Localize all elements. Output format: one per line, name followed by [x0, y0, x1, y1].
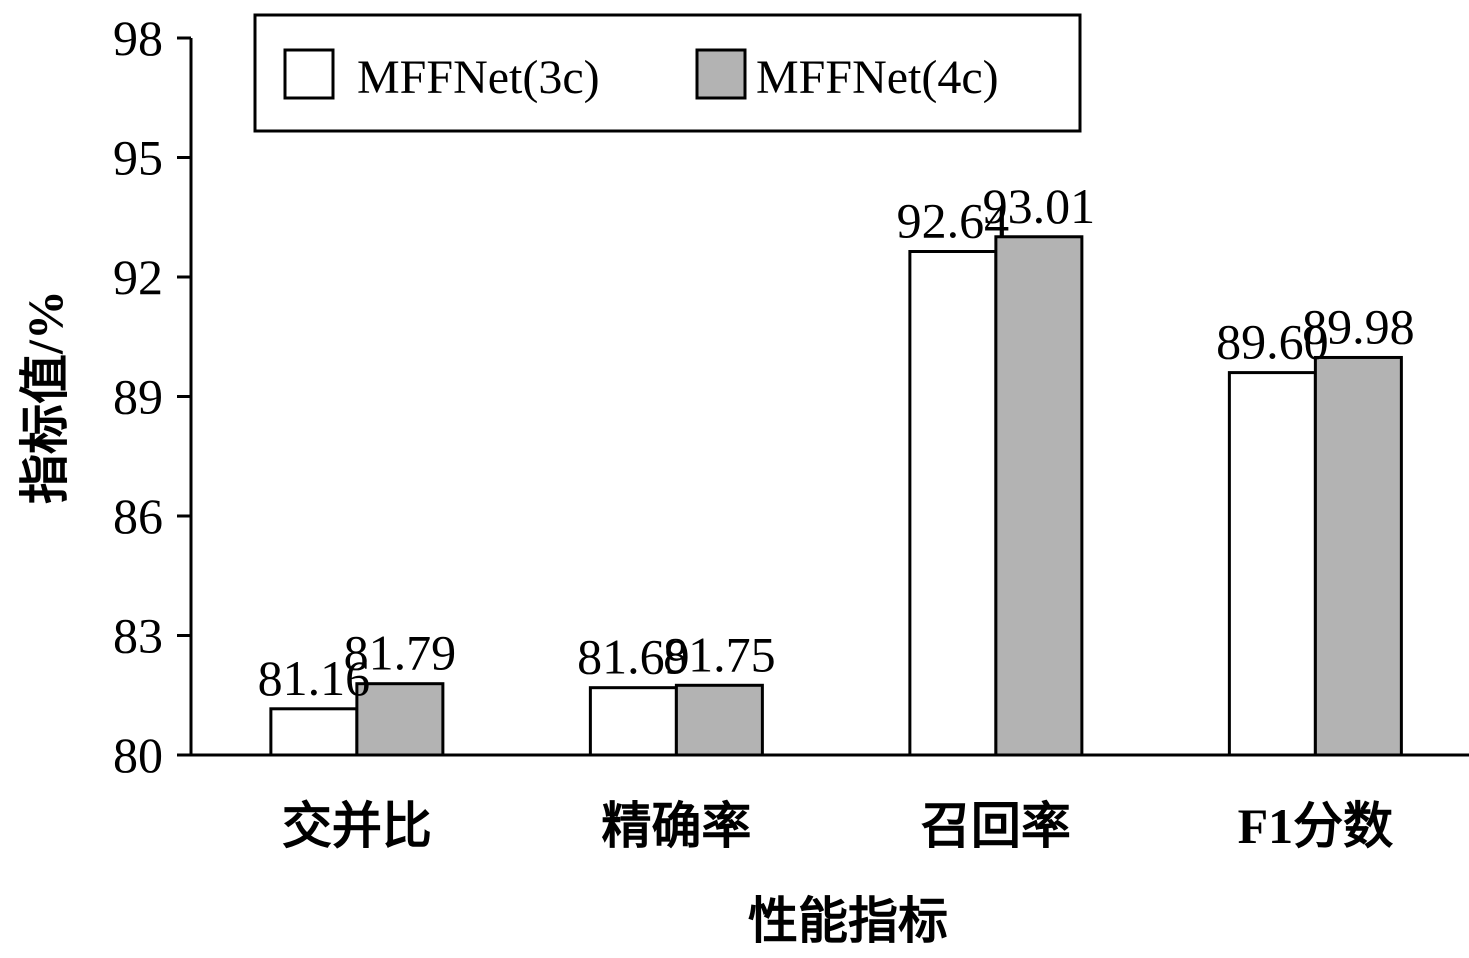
legend-label-series-0: MFFNet(3c) [357, 51, 600, 104]
y-tick-label: 92 [113, 249, 163, 305]
bar-mffnet-3c-2 [908, 250, 998, 757]
data-label: 89.60 [1216, 314, 1329, 370]
legend-swatch-series-1 [695, 48, 747, 100]
y-tick-label: 80 [113, 727, 163, 783]
y-tick-label: 98 [113, 10, 163, 66]
data-label: 89.98 [1302, 298, 1415, 354]
legend-label-series-1: MFFNet(4c) [756, 51, 999, 104]
legend: MFFNet(3c) MFFNet(4c) [253, 13, 1082, 133]
legend-frame [253, 13, 1082, 133]
bar-mffnet-3c-3 [1227, 371, 1317, 757]
bar-mffnet-3c-1 [588, 686, 678, 757]
category-labels: 交并比 精确率 召回率 F1分数 [282, 798, 1393, 854]
y-ticks: 80 83 86 89 92 95 98 [113, 10, 191, 783]
y-tick-label: 86 [113, 488, 163, 544]
bar-mffnet-4c-3 [1313, 355, 1403, 757]
data-label: 81.79 [344, 625, 457, 681]
y-tick-label: 89 [113, 369, 163, 425]
x-tick-label: 召回率 [921, 798, 1071, 854]
bar-mffnet-4c-2 [994, 235, 1084, 757]
data-label: 93.01 [983, 178, 1096, 234]
data-label: 81.16 [258, 650, 371, 706]
x-tick-label: F1分数 [1238, 798, 1394, 854]
data-label: 81.69 [577, 629, 690, 685]
y-axis-title: 指标值/% [17, 290, 73, 504]
data-label: 81.75 [663, 626, 776, 682]
bars [269, 235, 1403, 757]
x-axis-title: 性能指标 [748, 893, 948, 949]
bar-mffnet-4c-0 [355, 682, 445, 757]
y-tick-label: 95 [113, 130, 163, 186]
legend-swatch-series-0 [283, 48, 335, 100]
bar-mffnet-4c-1 [674, 683, 764, 757]
bar-mffnet-3c-0 [269, 707, 359, 757]
x-tick-label: 交并比 [282, 798, 432, 854]
y-tick-label: 83 [113, 608, 163, 664]
x-tick-label: 精确率 [601, 798, 751, 854]
data-label: 92.64 [897, 193, 1010, 249]
